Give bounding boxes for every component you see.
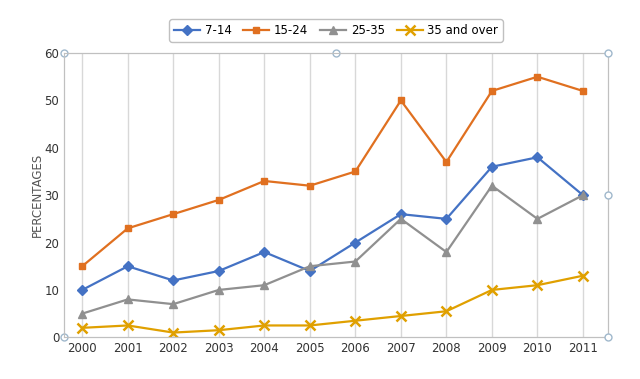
7-14	[442, 217, 450, 221]
35 and over	[124, 323, 132, 328]
35 and over	[534, 283, 541, 288]
25-35	[260, 283, 268, 288]
7-14	[488, 164, 496, 169]
7-14	[579, 193, 587, 197]
25-35	[124, 297, 132, 302]
25-35	[397, 217, 404, 221]
25-35	[534, 217, 541, 221]
35 and over	[260, 323, 268, 328]
35 and over	[488, 288, 496, 292]
7-14	[534, 155, 541, 160]
25-35	[78, 312, 86, 316]
7-14	[170, 278, 177, 283]
Legend: 7-14, 15-24, 25-35, 35 and over: 7-14, 15-24, 25-35, 35 and over	[169, 19, 503, 42]
25-35	[351, 259, 359, 264]
15-24	[124, 226, 132, 230]
25-35	[579, 193, 587, 197]
35 and over	[579, 274, 587, 278]
15-24	[78, 264, 86, 268]
25-35	[442, 250, 450, 254]
35 and over	[170, 330, 177, 335]
25-35	[170, 302, 177, 306]
15-24	[534, 74, 541, 79]
15-24	[170, 212, 177, 216]
35 and over	[306, 323, 314, 328]
25-35	[488, 183, 496, 188]
35 and over	[351, 318, 359, 323]
Line: 15-24: 15-24	[79, 73, 586, 270]
Y-axis label: PERCENTAGES: PERCENTAGES	[31, 153, 44, 237]
7-14	[260, 250, 268, 254]
25-35	[306, 264, 314, 268]
25-35	[215, 288, 223, 292]
7-14	[397, 212, 404, 216]
15-24	[397, 98, 404, 103]
15-24	[442, 160, 450, 164]
7-14	[78, 288, 86, 292]
7-14	[351, 240, 359, 245]
Line: 7-14: 7-14	[79, 154, 586, 293]
Line: 35 and over: 35 and over	[77, 271, 588, 337]
7-14	[306, 269, 314, 273]
15-24	[488, 89, 496, 93]
7-14	[215, 269, 223, 273]
15-24	[351, 169, 359, 174]
15-24	[579, 89, 587, 93]
7-14	[124, 264, 132, 268]
15-24	[306, 183, 314, 188]
Line: 25-35: 25-35	[78, 182, 587, 318]
15-24	[260, 179, 268, 183]
35 and over	[397, 314, 404, 318]
35 and over	[215, 328, 223, 332]
35 and over	[78, 326, 86, 330]
35 and over	[442, 309, 450, 313]
15-24	[215, 198, 223, 202]
